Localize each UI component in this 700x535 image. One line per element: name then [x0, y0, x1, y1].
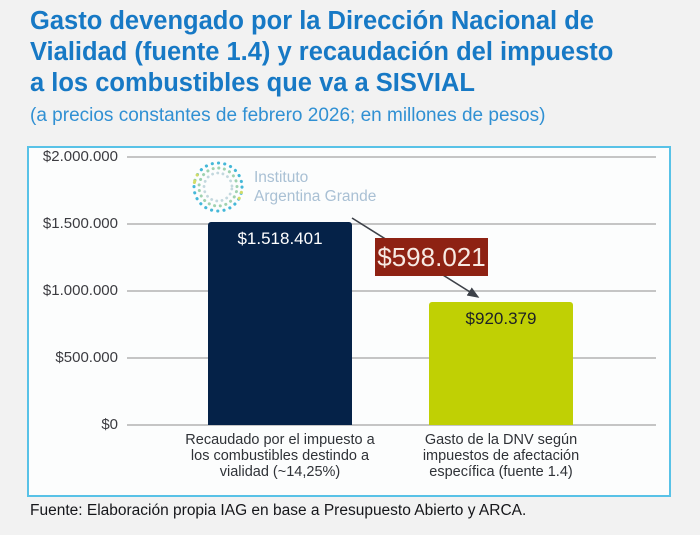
page-subtitle: (a precios constantes de febrero 2026; e…: [30, 105, 546, 126]
x-label-line: vialidad (~14,25%): [219, 464, 341, 480]
gridline-1000000: [127, 290, 656, 292]
y-tick-label: $0: [101, 416, 118, 433]
chart-panel: $2.000.000 $1.500.000 $1.000.000 $500.00…: [27, 146, 671, 497]
x-label-line: los combustibles destindo a: [190, 448, 370, 464]
x-label-line: impuestos de afectación: [422, 448, 580, 464]
bar-recaudacion-impuesto: $1.518.401: [208, 222, 352, 425]
x-label-line: Gasto de la DNV según: [424, 432, 578, 448]
title-line-2: Vialidad (fuente 1.4) y recaudación del …: [30, 38, 614, 66]
source-note: Fuente: Elaboración propia IAG en base a…: [30, 502, 527, 519]
gridline-500000: [127, 357, 656, 359]
bar-value-label: $920.379: [465, 309, 537, 328]
y-tick-label: $1.000.000: [42, 282, 118, 299]
y-tick-label: $2.000.000: [42, 148, 118, 165]
iag-logo-dotted-circle-icon: [192, 161, 244, 213]
difference-callout: $598.021: [375, 238, 488, 276]
page-title: Gasto devengado por la Dirección Naciona…: [30, 6, 685, 99]
x-category-label-recaudacion: Recaudado por el impuesto a los combusti…: [170, 432, 390, 480]
gridline-1500000: [127, 223, 656, 225]
x-label-line: específica (fuente 1.4): [429, 464, 573, 480]
title-line-3: a los combustibles que va a SISVIAL: [30, 69, 475, 97]
iag-logo-text: Instituto Argentina Grande: [254, 168, 376, 207]
gridline-2000000: [127, 156, 656, 158]
title-line-1: Gasto devengado por la Dirección Naciona…: [30, 7, 594, 35]
iag-logo-line-1: Instituto: [254, 168, 309, 186]
bar-gasto-dnv: $920.379: [429, 302, 573, 425]
y-tick-label: $500.000: [55, 349, 118, 366]
bar-value-label: $1.518.401: [237, 229, 323, 248]
x-category-label-gasto-dnv: Gasto de la DNV según impuestos de afect…: [391, 432, 611, 480]
iag-logo-line-2: Argentina Grande: [254, 188, 377, 205]
x-label-line: Recaudado por el impuesto a: [185, 432, 375, 448]
iag-logo: Instituto Argentina Grande: [189, 158, 376, 216]
gridline-0: [127, 424, 656, 426]
y-tick-label: $1.500.000: [42, 215, 118, 232]
